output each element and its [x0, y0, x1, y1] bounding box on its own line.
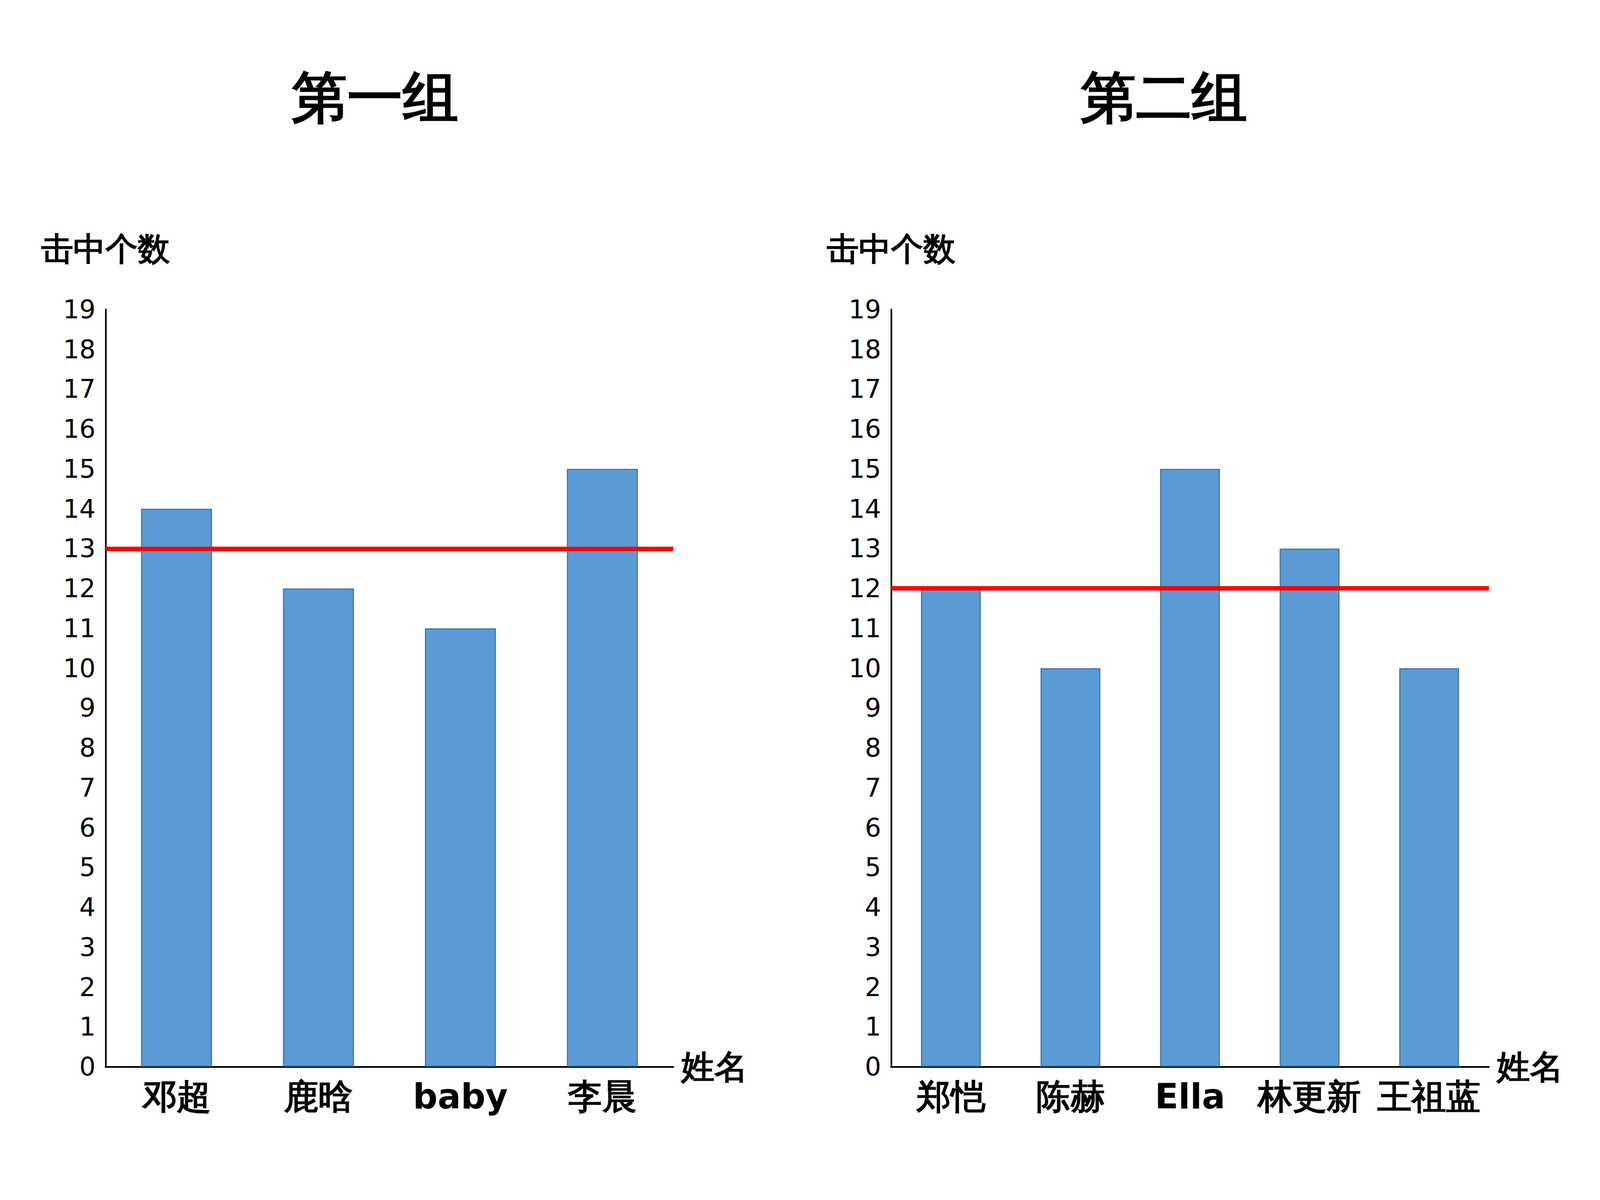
- svg-text:15: 15: [62, 453, 96, 484]
- svg-text:8: 8: [79, 732, 96, 763]
- svg-text:击中个数: 击中个数: [40, 230, 171, 268]
- svg-text:郑恺: 郑恺: [915, 1076, 987, 1117]
- svg-text:4: 4: [79, 892, 96, 923]
- svg-text:19: 19: [62, 294, 96, 325]
- svg-text:8: 8: [865, 732, 882, 763]
- svg-text:王祖蓝: 王祖蓝: [1377, 1076, 1481, 1117]
- svg-text:姓名: 姓名: [680, 1047, 748, 1087]
- svg-text:林更新: 林更新: [1256, 1076, 1362, 1117]
- svg-text:11: 11: [848, 613, 882, 644]
- svg-text:16: 16: [848, 413, 882, 444]
- svg-text:0: 0: [865, 1051, 882, 1082]
- svg-text:2: 2: [865, 972, 882, 1003]
- svg-text:11: 11: [62, 613, 96, 644]
- svg-text:1: 1: [79, 1011, 96, 1042]
- svg-text:6: 6: [865, 812, 882, 843]
- svg-text:7: 7: [865, 772, 882, 803]
- svg-text:2: 2: [79, 972, 96, 1003]
- svg-text:10: 10: [848, 653, 882, 684]
- svg-text:5: 5: [79, 852, 96, 883]
- svg-text:17: 17: [848, 373, 882, 404]
- svg-text:第一组: 第一组: [291, 65, 459, 130]
- svg-text:第二组: 第二组: [1080, 65, 1248, 130]
- svg-text:陈赫: 陈赫: [1036, 1076, 1105, 1117]
- svg-text:12: 12: [62, 573, 96, 604]
- svg-text:14: 14: [848, 493, 882, 524]
- svg-text:5: 5: [865, 852, 882, 883]
- svg-text:1: 1: [865, 1011, 882, 1042]
- svg-text:3: 3: [79, 932, 96, 963]
- svg-text:16: 16: [62, 413, 96, 444]
- svg-text:9: 9: [79, 692, 96, 723]
- svg-text:19: 19: [848, 294, 882, 325]
- svg-text:13: 13: [62, 533, 96, 564]
- svg-text:9: 9: [865, 692, 882, 723]
- svg-text:邓超: 邓超: [141, 1076, 212, 1117]
- svg-text:鹿晗: 鹿晗: [283, 1076, 353, 1117]
- svg-text:10: 10: [62, 653, 96, 684]
- svg-text:14: 14: [62, 493, 96, 524]
- svg-text:baby: baby: [412, 1076, 508, 1117]
- svg-text:6: 6: [79, 812, 96, 843]
- svg-text:18: 18: [62, 334, 96, 365]
- svg-text:击中个数: 击中个数: [826, 230, 957, 268]
- svg-text:17: 17: [62, 373, 96, 404]
- svg-text:12: 12: [848, 573, 882, 604]
- svg-text:4: 4: [865, 892, 882, 923]
- svg-text:姓名: 姓名: [1495, 1047, 1564, 1087]
- svg-text:0: 0: [79, 1051, 96, 1082]
- svg-text:15: 15: [848, 453, 882, 484]
- svg-text:Ella: Ella: [1155, 1076, 1226, 1117]
- svg-text:李晨: 李晨: [567, 1076, 637, 1117]
- svg-text:18: 18: [848, 334, 882, 365]
- svg-text:13: 13: [848, 533, 882, 564]
- svg-text:3: 3: [865, 932, 882, 963]
- svg-text:7: 7: [79, 772, 96, 803]
